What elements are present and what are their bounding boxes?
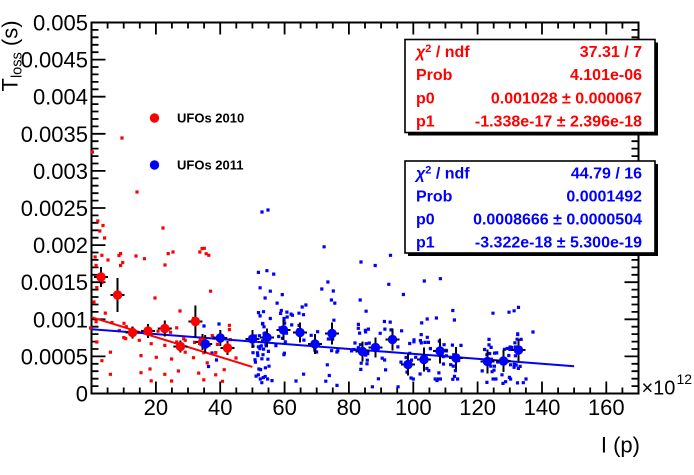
- svg-text:Prob: Prob: [416, 188, 453, 205]
- svg-text:0.0035: 0.0035: [21, 122, 88, 147]
- svg-text:40: 40: [208, 395, 232, 420]
- svg-text:I (p): I (p): [601, 433, 640, 458]
- svg-text:0: 0: [76, 382, 88, 407]
- svg-text:χ2 / ndf: χ2 / ndf: [414, 164, 470, 182]
- svg-text:χ2 / ndf: χ2 / ndf: [414, 43, 470, 61]
- svg-text:0.0025: 0.0025: [21, 196, 88, 221]
- svg-text:37.31 / 7: 37.31 / 7: [580, 44, 642, 61]
- svg-text:UFOs 2010: UFOs 2010: [177, 111, 244, 126]
- svg-text:80: 80: [337, 395, 361, 420]
- svg-text:0.0008666 ± 0.0000504: 0.0008666 ± 0.0000504: [473, 211, 642, 228]
- svg-text:0.005: 0.005: [33, 11, 88, 36]
- svg-text:0.002: 0.002: [33, 233, 88, 258]
- svg-text:p0: p0: [416, 211, 435, 228]
- svg-text:0.0005: 0.0005: [21, 344, 88, 369]
- svg-text:0.004: 0.004: [33, 85, 88, 110]
- svg-text:120: 120: [459, 395, 496, 420]
- svg-text:0.003: 0.003: [33, 159, 88, 184]
- svg-text:UFOs 2011: UFOs 2011: [177, 158, 244, 173]
- svg-text:p1: p1: [416, 114, 435, 131]
- svg-text:100: 100: [395, 395, 432, 420]
- svg-text:×10: ×10: [642, 378, 676, 400]
- svg-text:-1.338e-17 ± 2.396e-18: -1.338e-17 ± 2.396e-18: [475, 114, 642, 131]
- svg-text:p1: p1: [416, 234, 435, 251]
- svg-text:p0: p0: [416, 90, 435, 107]
- svg-text:12: 12: [677, 371, 693, 387]
- svg-text:60: 60: [272, 395, 296, 420]
- svg-text:140: 140: [524, 395, 561, 420]
- svg-text:0.0045: 0.0045: [21, 48, 88, 73]
- svg-text:Prob: Prob: [416, 67, 453, 84]
- svg-text:44.79 / 16: 44.79 / 16: [571, 165, 642, 182]
- svg-text:4.101e-06: 4.101e-06: [570, 67, 642, 84]
- svg-text:-3.322e-18 ± 5.300e-19: -3.322e-18 ± 5.300e-19: [475, 234, 642, 251]
- svg-text:0.0015: 0.0015: [21, 270, 88, 295]
- svg-text:0.001028 ± 0.000067: 0.001028 ± 0.000067: [491, 90, 642, 107]
- svg-text:0.001: 0.001: [33, 307, 88, 332]
- svg-text:20: 20: [144, 395, 168, 420]
- svg-text:160: 160: [588, 395, 625, 420]
- svg-text:0.0001492: 0.0001492: [566, 188, 642, 205]
- svg-text:Tloss (s): Tloss (s): [0, 20, 26, 91]
